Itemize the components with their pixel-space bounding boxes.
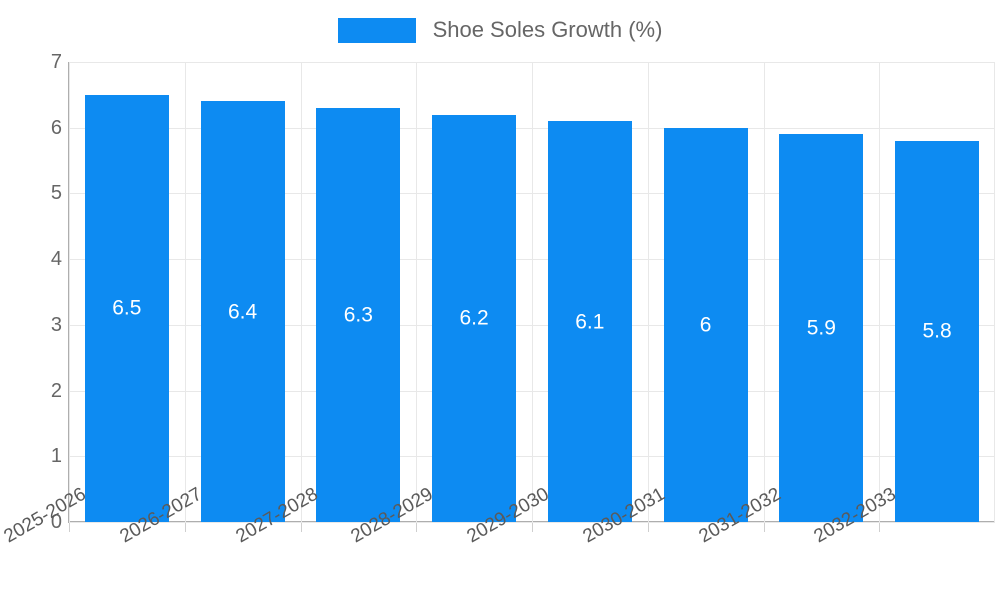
y-axis-tick-label: 5: [50, 182, 62, 205]
x-axis-tick-label: 2025-2026: [0, 483, 90, 548]
vertical-gridline: [647, 62, 649, 522]
bar[interactable]: [895, 140, 980, 522]
vertical-gridline: [532, 62, 533, 522]
x-axis-tick-mark: [647, 523, 649, 532]
vertical-gridline: [879, 62, 881, 522]
x-axis-tick-mark: [300, 523, 302, 532]
x-axis-tick-mark: [69, 523, 70, 532]
y-axis-tick-label: 6: [50, 116, 62, 139]
y-axis-tick-label: 0: [50, 511, 62, 533]
vertical-gridline: [416, 62, 418, 522]
vertical-gridline: [184, 62, 186, 522]
x-axis-tick-mark: [763, 523, 765, 532]
x-axis-tick-label: 2030-2031: [579, 483, 669, 548]
legend-swatch-icon: [337, 17, 416, 43]
vertical-gridline: [994, 62, 995, 522]
x-axis-tick-label: 2032-2033: [810, 483, 900, 548]
legend-item-label: Shoe Soles Growth (%): [432, 17, 663, 42]
x-axis-tick-label: 2031-2032: [695, 483, 785, 548]
x-axis-tick-label: 2029-2030: [463, 483, 553, 548]
y-axis-ticks: 0 1 2 3 4 5 6 7: [0, 0, 62, 600]
bar[interactable]: [779, 134, 864, 522]
legend-item-shoe-soles-growth[interactable]: Shoe Soles Growth (%): [337, 17, 663, 43]
x-axis-tick-label: 2027-2028: [232, 483, 322, 548]
vertical-gridline: [300, 62, 302, 522]
y-axis-tick-label: 2: [50, 379, 62, 402]
x-axis-tick-mark: [879, 523, 881, 532]
bar[interactable]: [663, 127, 748, 522]
vertical-gridline: [763, 62, 765, 522]
bar[interactable]: [200, 101, 285, 522]
bar[interactable]: [84, 94, 169, 522]
y-axis-tick-label: 7: [50, 51, 62, 73]
y-axis-tick-label: 1: [50, 445, 62, 468]
bar[interactable]: [432, 114, 517, 522]
chart-legend: Shoe Soles Growth (%): [0, 10, 1000, 50]
x-axis-tick-mark: [532, 523, 533, 532]
vertical-gridline: [69, 62, 70, 522]
x-axis-tick-label: 2028-2029: [347, 483, 437, 548]
x-axis-tick-mark: [416, 523, 418, 532]
y-axis-tick-label: 3: [50, 313, 62, 336]
horizontal-gridline: [69, 522, 995, 523]
x-axis-tick-mark: [184, 523, 186, 532]
bar[interactable]: [547, 121, 632, 522]
plot-area: 6.5 6.4 6.3 6.2 6.1 6 5.9 5.8: [69, 62, 995, 523]
bar[interactable]: [316, 108, 401, 522]
y-axis-tick-label: 4: [50, 248, 62, 271]
x-axis-tick-label: 2026-2027: [116, 483, 206, 548]
